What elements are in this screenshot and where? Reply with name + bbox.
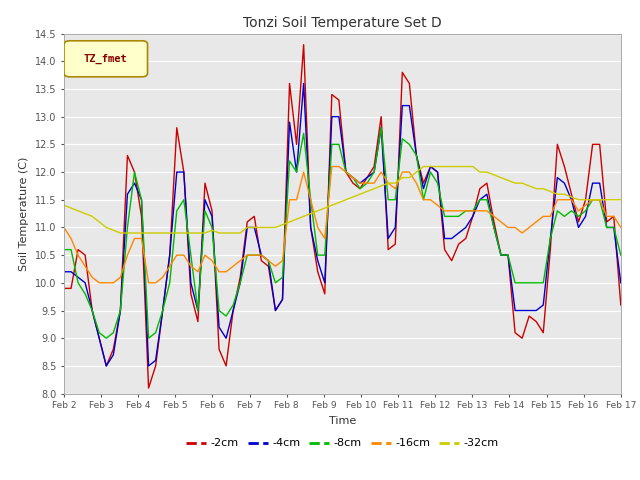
Y-axis label: Soil Temperature (C): Soil Temperature (C) — [19, 156, 29, 271]
Line: -16cm: -16cm — [64, 167, 621, 283]
-4cm — [617, 280, 625, 286]
-16cm — [314, 225, 321, 230]
-8cm — [378, 125, 385, 131]
Text: TZ_fmet: TZ_fmet — [84, 54, 127, 64]
-32cm — [455, 164, 463, 169]
-32cm — [399, 175, 406, 180]
-2cm — [60, 286, 68, 291]
Line: -2cm: -2cm — [64, 45, 621, 388]
X-axis label: Time: Time — [329, 416, 356, 426]
-8cm — [455, 214, 463, 219]
-4cm — [300, 81, 307, 86]
-4cm — [413, 153, 420, 158]
-8cm — [314, 252, 321, 258]
-8cm — [568, 208, 575, 214]
-16cm — [328, 164, 335, 169]
-8cm — [102, 336, 110, 341]
-32cm — [314, 208, 321, 214]
-4cm — [321, 280, 328, 286]
-8cm — [413, 153, 420, 158]
-4cm — [568, 197, 575, 203]
-4cm — [455, 230, 463, 236]
-32cm — [568, 194, 575, 200]
-2cm — [300, 42, 307, 48]
-16cm — [413, 180, 420, 186]
-2cm — [568, 192, 575, 197]
-4cm — [102, 363, 110, 369]
-32cm — [406, 175, 413, 180]
-32cm — [420, 164, 428, 169]
-16cm — [568, 197, 575, 203]
-2cm — [145, 385, 152, 391]
-16cm — [406, 169, 413, 175]
Title: Tonzi Soil Temperature Set D: Tonzi Soil Temperature Set D — [243, 16, 442, 30]
-16cm — [617, 225, 625, 230]
Legend: -2cm, -4cm, -8cm, -16cm, -32cm: -2cm, -4cm, -8cm, -16cm, -32cm — [182, 434, 503, 453]
-8cm — [406, 142, 413, 147]
-8cm — [60, 247, 68, 252]
-2cm — [617, 302, 625, 308]
-4cm — [60, 269, 68, 275]
-2cm — [406, 81, 413, 86]
-32cm — [617, 197, 625, 203]
Line: -32cm: -32cm — [64, 167, 621, 233]
-16cm — [455, 208, 463, 214]
FancyBboxPatch shape — [64, 41, 147, 77]
-2cm — [321, 291, 328, 297]
-16cm — [434, 203, 442, 208]
-4cm — [434, 169, 442, 175]
-2cm — [455, 241, 463, 247]
Line: -4cm: -4cm — [64, 84, 621, 366]
-32cm — [60, 203, 68, 208]
-4cm — [406, 103, 413, 108]
-16cm — [60, 225, 68, 230]
-2cm — [413, 153, 420, 158]
Line: -8cm: -8cm — [64, 128, 621, 338]
-2cm — [434, 169, 442, 175]
-8cm — [434, 180, 442, 186]
-8cm — [617, 252, 625, 258]
-16cm — [95, 280, 103, 286]
-32cm — [116, 230, 124, 236]
-32cm — [434, 164, 442, 169]
